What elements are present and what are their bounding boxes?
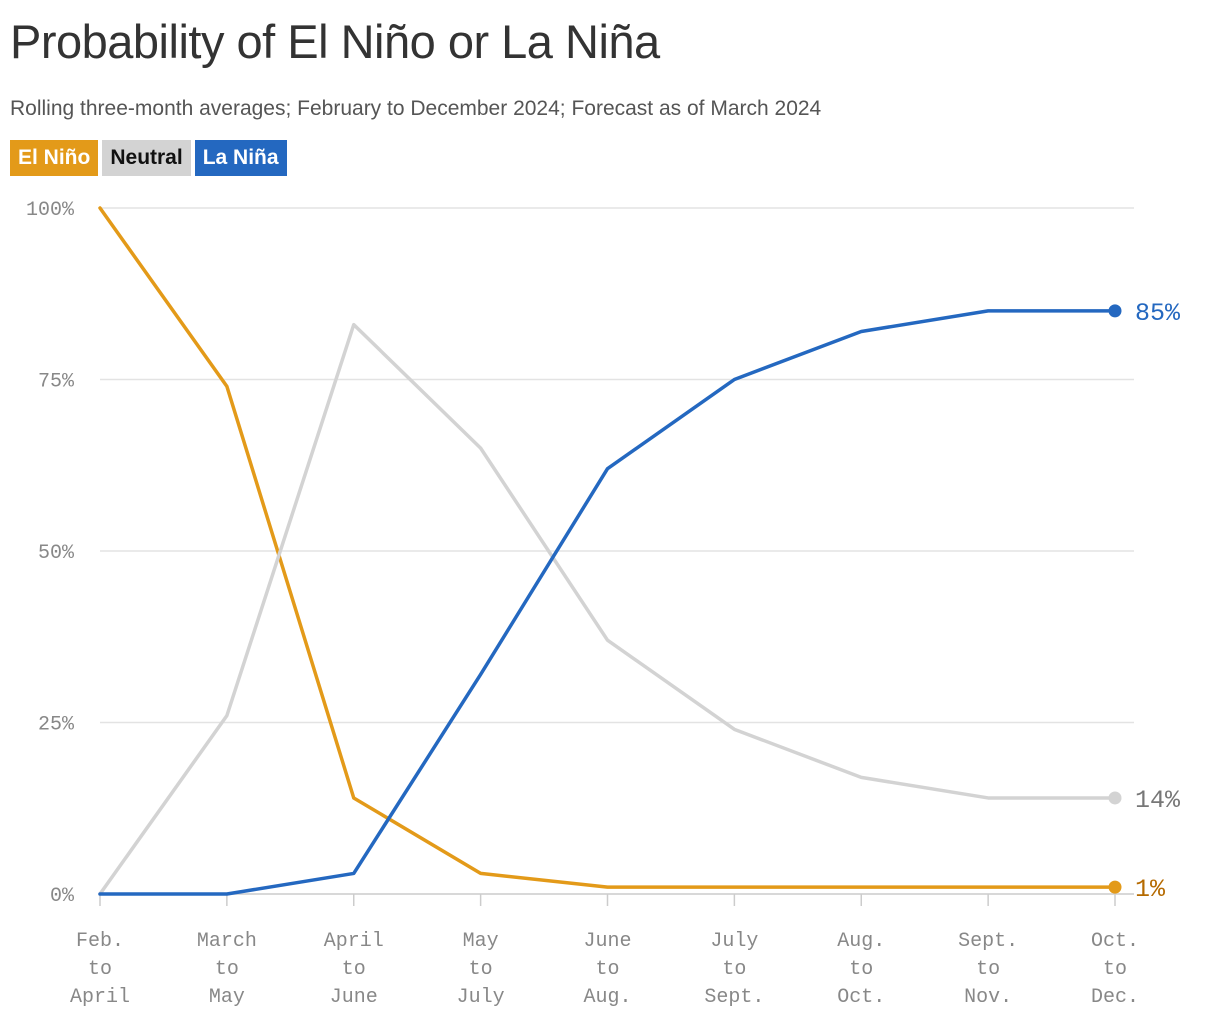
- y-tick-label: 0%: [50, 885, 75, 908]
- x-tick-label: to: [342, 958, 366, 981]
- x-tick-label: to: [1103, 958, 1127, 981]
- end-point-la-nina: [1108, 304, 1122, 318]
- x-tick-label: May: [209, 986, 245, 1009]
- x-tick-label: Dec.: [1091, 986, 1139, 1009]
- chart-title: Probability of El Niño or La Niña: [10, 15, 660, 68]
- x-tick-label: Aug.: [583, 986, 631, 1009]
- y-tick-label: 75%: [38, 371, 75, 394]
- end-point-el-nino: [1108, 880, 1122, 894]
- x-tick-label: Sept.: [958, 930, 1018, 953]
- x-tick-label: Aug.: [837, 930, 885, 953]
- x-tick-label: March: [197, 930, 257, 953]
- legend-item-el-nino: El Niño: [10, 140, 99, 176]
- y-tick-label: 100%: [26, 199, 75, 222]
- x-tick-label: to: [88, 958, 112, 981]
- x-tick-label: Sept.: [704, 986, 764, 1009]
- series-line-la-nina: [98, 309, 1117, 896]
- x-tick-label: to: [976, 958, 1000, 981]
- x-tick-label: July: [457, 986, 505, 1009]
- legend-item-neutral: Neutral: [102, 140, 191, 176]
- y-tick-label: 50%: [38, 542, 75, 565]
- x-tick-label: May: [463, 930, 499, 953]
- series-line-neutral: [98, 322, 1117, 896]
- x-tick-label: to: [722, 958, 746, 981]
- x-tick-label: Nov.: [964, 986, 1012, 1009]
- x-tick-label: Oct.: [1091, 930, 1139, 953]
- end-label-la-nina: 85%: [1135, 299, 1181, 328]
- x-tick-label: April: [324, 930, 384, 953]
- end-label-neutral: 14%: [1135, 786, 1181, 815]
- x-tick-label: June: [583, 930, 631, 953]
- x-tick-label: April: [70, 986, 130, 1009]
- x-tick-label: to: [469, 958, 493, 981]
- x-tick-label: June: [330, 986, 378, 1009]
- end-label-el-nino: 1%: [1135, 875, 1166, 904]
- x-tick-label: to: [215, 958, 239, 981]
- x-tick-label: to: [595, 958, 619, 981]
- legend: El Niño Neutral La Niña: [10, 140, 287, 176]
- end-point-neutral: [1108, 791, 1122, 805]
- series-line-el-nino: [98, 206, 1117, 889]
- x-tick-label: Feb.: [76, 930, 124, 953]
- legend-item-la-nina: La Niña: [194, 140, 287, 176]
- chart-subtitle: Rolling three-month averages; February t…: [10, 97, 822, 120]
- y-tick-label: 25%: [38, 714, 75, 737]
- x-tick-label: Oct.: [837, 986, 885, 1009]
- x-tick-label: to: [849, 958, 873, 981]
- x-tick-label: July: [710, 930, 758, 953]
